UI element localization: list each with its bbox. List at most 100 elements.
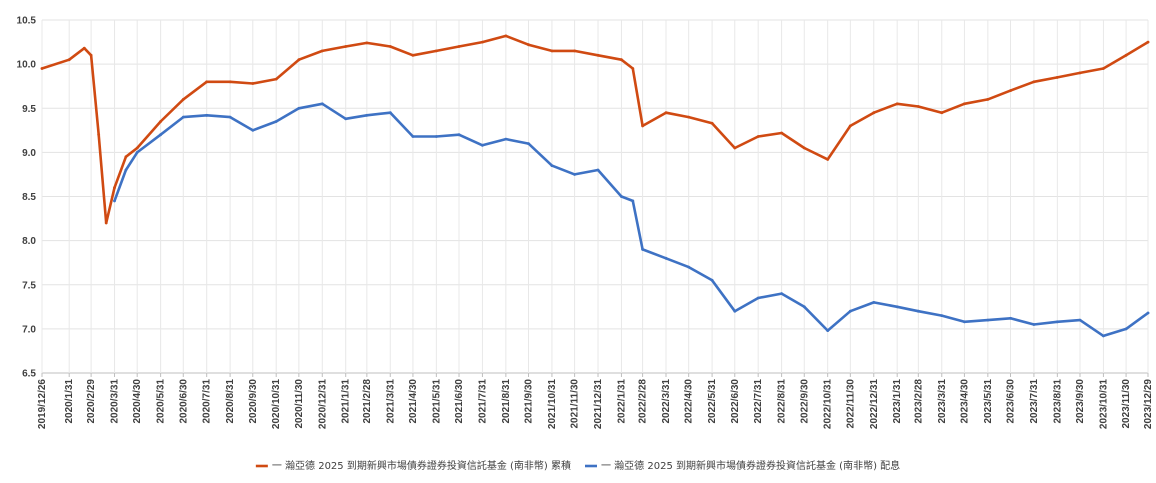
data-point <box>573 173 576 176</box>
x-tick-label: 2019/12/26 <box>37 379 48 429</box>
data-point <box>916 309 920 313</box>
data-point <box>1124 327 1128 331</box>
data-point <box>1032 80 1036 84</box>
x-tick-label: 2021/4/30 <box>408 379 419 424</box>
x-tick-label: 2020/10/31 <box>271 379 282 429</box>
data-point <box>916 105 920 108</box>
data-point <box>457 45 461 48</box>
x-tick-label: 2021/5/31 <box>431 379 442 424</box>
x-tick-label: 2020/2/29 <box>86 379 97 424</box>
x-tick-label: 2021/12/31 <box>593 379 604 429</box>
x-tick-label: 2020/9/30 <box>248 379 259 424</box>
x-tick-label: 2020/8/31 <box>225 379 236 424</box>
data-point <box>733 309 737 313</box>
data-point <box>504 34 508 38</box>
x-tick-label: 2022/4/30 <box>684 379 695 424</box>
data-point <box>251 128 255 132</box>
x-tick-label: 2022/10/31 <box>823 379 834 429</box>
x-tick-label: 2020/5/31 <box>156 379 167 424</box>
data-point <box>481 143 484 147</box>
data-point <box>297 106 301 110</box>
x-tick-label: 2023/7/31 <box>1029 379 1040 424</box>
data-point <box>664 111 668 115</box>
data-point <box>986 318 990 322</box>
data-point <box>848 124 852 128</box>
x-tick-label: 2022/11/30 <box>845 379 856 429</box>
data-point <box>113 199 116 203</box>
data-point <box>40 67 44 70</box>
data-point <box>895 305 899 309</box>
data-point <box>297 58 301 62</box>
x-tick-label: 2023/4/30 <box>959 379 970 424</box>
x-tick-label: 2021/6/30 <box>454 379 465 424</box>
data-point <box>411 53 415 57</box>
x-tick-label: 2021/8/31 <box>501 379 512 424</box>
data-point <box>435 135 438 138</box>
x-tick-label: 2021/7/31 <box>477 379 488 424</box>
data-point <box>411 135 415 138</box>
data-point <box>135 151 139 154</box>
data-point <box>320 102 324 106</box>
x-tick-label: 2023/11/30 <box>1121 379 1132 429</box>
data-point <box>1055 320 1059 324</box>
data-point <box>457 133 461 137</box>
data-point <box>82 46 86 50</box>
legend: 一 瀚亞德 2025 到期新興市場債券證券投資信託基金 (南非幣) 累積 一 瀚亞… <box>255 459 900 472</box>
data-point <box>135 146 139 150</box>
legend-label-1: 一 瀚亞德 2025 到期新興市場債券證券投資信託基金 (南非幣) 累積 <box>272 459 571 472</box>
x-tick-label: 2023/2/28 <box>913 379 924 424</box>
data-point <box>802 146 806 150</box>
x-tick-label: 2023/3/31 <box>937 379 948 424</box>
data-point <box>710 278 714 282</box>
x-tick-label: 2022/6/30 <box>730 379 741 424</box>
data-point <box>710 121 714 125</box>
data-point <box>113 186 116 190</box>
data-point <box>527 142 530 146</box>
data-point <box>104 221 108 225</box>
data-point <box>504 137 508 141</box>
data-point <box>780 131 783 135</box>
data-point <box>159 120 163 123</box>
data-point <box>940 314 944 317</box>
x-tick-label: 2020/3/31 <box>110 379 121 424</box>
x-tick-label: 2020/4/30 <box>132 379 143 424</box>
y-tick-label: 9.5 <box>22 104 36 115</box>
data-point <box>550 49 554 53</box>
data-point <box>963 102 966 106</box>
series-line-2 <box>113 102 1150 338</box>
x-tick-label: 2020/6/30 <box>178 379 189 424</box>
data-point <box>388 45 392 48</box>
x-tick-label: 2021/1/31 <box>341 379 352 424</box>
x-tick-label: 2020/1/31 <box>64 379 75 424</box>
x-tick-label: 2023/9/30 <box>1075 379 1086 424</box>
data-point <box>620 58 623 62</box>
x-tick-label: 2021/10/31 <box>547 379 558 429</box>
data-point <box>641 248 644 251</box>
data-point <box>1146 40 1150 44</box>
series-line-1 <box>40 34 1150 225</box>
data-point <box>388 111 392 115</box>
data-point <box>274 77 278 81</box>
y-tick-label: 8.0 <box>22 236 36 247</box>
data-point <box>733 146 737 150</box>
data-point <box>274 120 278 123</box>
x-tick-label: 2023/12/29 <box>1143 379 1154 429</box>
data-point <box>802 305 806 309</box>
data-point <box>435 49 438 53</box>
x-tick-label: 2023/10/31 <box>1098 379 1109 429</box>
data-point <box>641 124 644 128</box>
x-tick-label: 2023/5/31 <box>983 379 994 424</box>
data-point <box>344 117 348 121</box>
data-point <box>1102 67 1105 70</box>
x-tick-label: 2023/1/31 <box>892 379 903 424</box>
data-point <box>940 111 944 115</box>
data-point <box>1078 71 1082 75</box>
data-point <box>756 135 760 138</box>
y-tick-label: 10.0 <box>17 60 37 71</box>
data-point <box>596 53 600 57</box>
data-point <box>527 43 530 47</box>
data-point <box>97 133 101 137</box>
x-tick-label: 2022/8/31 <box>777 379 788 424</box>
